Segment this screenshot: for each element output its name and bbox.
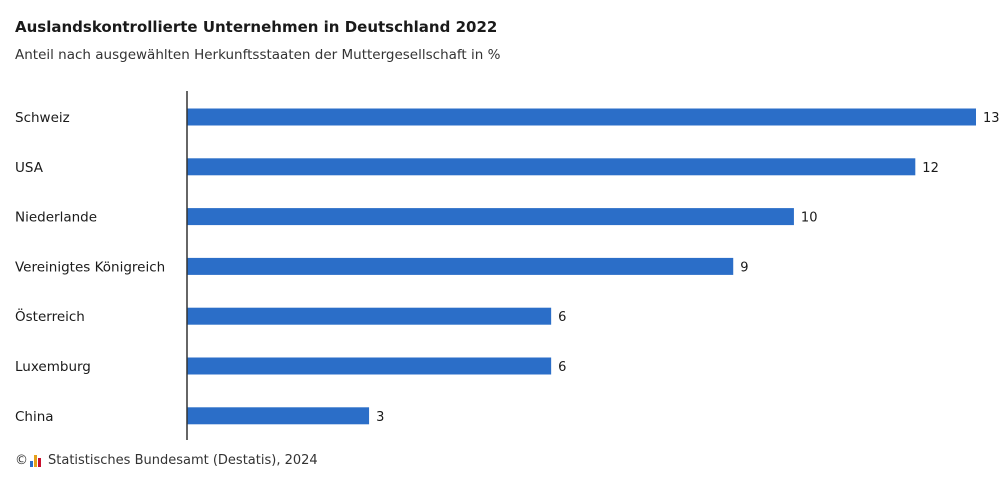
data-label: 6 <box>558 360 566 375</box>
category-label: Schweiz <box>15 110 70 126</box>
logo-bar-2 <box>34 454 37 467</box>
data-label: 13 <box>983 111 999 126</box>
logo-bar-1 <box>30 460 33 467</box>
bar <box>187 307 552 325</box>
category-label: Österreich <box>15 307 85 325</box>
bar <box>187 407 370 425</box>
logo-bar-3 <box>38 457 41 467</box>
data-label: 9 <box>740 260 748 275</box>
data-label: 3 <box>376 410 384 425</box>
category-label: Vereinigtes Königreich <box>15 259 165 275</box>
destatis-logo-icon <box>30 454 44 467</box>
category-label: Luxemburg <box>15 359 91 375</box>
data-label: 6 <box>558 310 566 325</box>
bar <box>187 208 794 226</box>
bar <box>187 108 976 126</box>
data-label: 10 <box>801 211 818 226</box>
bar <box>187 158 916 176</box>
data-label: 12 <box>922 161 939 176</box>
category-label: USA <box>15 160 44 176</box>
bar <box>187 257 734 275</box>
chart-title: Auslandskontrollierte Unternehmen in Deu… <box>15 18 498 36</box>
bar <box>187 357 552 375</box>
chart-subtitle: Anteil nach ausgewählten Herkunftsstaate… <box>15 47 501 63</box>
source-text: Statistisches Bundesamt (Destatis), 2024 <box>48 453 318 468</box>
copyright-symbol: © <box>15 453 28 468</box>
source-footer: © Statistisches Bundesamt (Destatis), 20… <box>15 453 318 468</box>
category-label: China <box>15 409 54 425</box>
category-label: Niederlande <box>15 210 97 226</box>
